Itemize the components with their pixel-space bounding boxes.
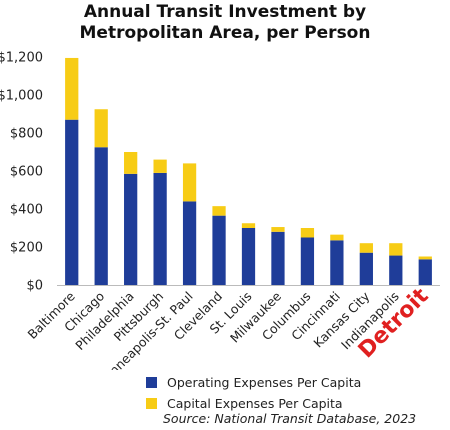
bar-operating [65,119,79,285]
y-tick-label: $400 [10,203,43,218]
legend-swatch-capital [146,397,157,409]
legend-swatch-operating [146,376,157,388]
legend-item-operating: Operating Expenses Per Capita [146,373,361,391]
bar-operating [153,172,167,285]
bar-capital [182,163,197,202]
bar-operating [241,228,256,285]
bar-operating [271,231,285,285]
bar-capital [271,227,285,232]
y-tick-label: $200 [10,241,43,256]
legend: Operating Expenses Per Capita Capital Ex… [146,373,361,415]
legend-label-operating: Operating Expenses Per Capita [167,374,362,390]
bar-operating [94,147,108,285]
source-note: Source: National Transit Database, 2023 [163,411,417,426]
y-tick-label: $1,200 [0,51,43,66]
chart-title: Annual Transit Investment by Metropolita… [0,2,450,44]
bar-capital [241,223,256,228]
bar-operating [389,255,403,285]
bar-operating [359,252,373,285]
bar-operating [330,240,344,285]
bar-capital [94,109,108,148]
bar-capital [389,243,403,256]
bar-capital [418,256,432,260]
bar-operating [182,201,197,285]
y-tick-label: $0 [26,279,43,294]
bar-capital [153,159,167,173]
chart-title-line-1: Annual Transit Investment by [83,2,367,22]
bar-operating [418,259,432,285]
bar-chart: $0$200$400$600$800$1,000$1,200BaltimoreC… [0,51,440,370]
y-tick-label: $600 [10,165,43,180]
bar-capital [124,152,138,174]
chart-title-line-2: Metropolitan Area, per Person [79,23,371,43]
y-tick-label: $1,000 [0,89,43,104]
bar-capital [359,243,373,253]
y-tick-label: $800 [10,127,43,142]
bar-capital [65,57,79,120]
legend-item-capital: Capital Expenses Per Capita [146,394,361,412]
bar-operating [300,237,315,285]
bar-capital [212,206,226,216]
bar-capital [330,234,344,241]
bar-operating [124,173,138,285]
legend-label-capital: Capital Expenses Per Capita [167,395,343,411]
bar-operating [212,215,226,285]
bar-capital [300,228,315,238]
